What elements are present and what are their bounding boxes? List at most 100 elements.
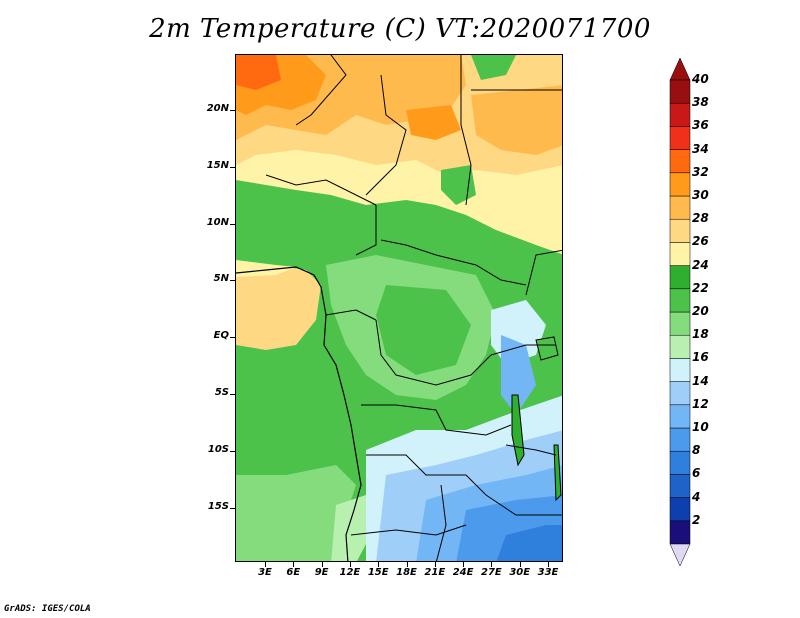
lon-tick bbox=[321, 562, 323, 567]
colorbar-label: 20 bbox=[692, 304, 709, 318]
lon-tick bbox=[463, 562, 465, 567]
colorbar-segment bbox=[669, 149, 691, 174]
region-26-28-gulf bbox=[236, 265, 321, 350]
lon-tick-label: 6E bbox=[286, 567, 301, 578]
colorbar-segment bbox=[669, 427, 691, 452]
colorbar-segment bbox=[669, 172, 691, 197]
lat-tick bbox=[230, 223, 235, 225]
lat-tick bbox=[230, 394, 235, 395]
lake-malawi bbox=[553, 444, 562, 502]
colorbar-segment bbox=[669, 126, 691, 150]
lat-tick bbox=[230, 337, 235, 339]
colorbar-segment bbox=[669, 404, 691, 429]
lat-tick-label: 5S bbox=[214, 387, 229, 398]
colorbar bbox=[669, 58, 691, 566]
region-green-ne-corner bbox=[471, 55, 516, 80]
lat-tick bbox=[230, 166, 235, 168]
lat-tick-label: 5N bbox=[213, 273, 229, 285]
lon-tick-label: 15E bbox=[367, 567, 389, 578]
colorbar-label: 26 bbox=[692, 234, 709, 249]
colorbar-label: 22 bbox=[692, 280, 709, 295]
lon-tick bbox=[406, 562, 408, 567]
region-34-36-nw bbox=[236, 55, 281, 90]
lon-tick-label: 21E bbox=[424, 567, 446, 578]
lon-tick bbox=[434, 562, 436, 567]
colorbar-label: 14 bbox=[692, 373, 709, 388]
lat-tick bbox=[230, 110, 235, 111]
lon-tick-label: 3E bbox=[258, 567, 272, 578]
colorbar-label: 4 bbox=[692, 489, 701, 504]
lon-tick-label: 12E bbox=[339, 567, 361, 578]
region-12-14-highlands bbox=[501, 335, 536, 415]
colorbar-label: 34 bbox=[692, 141, 709, 156]
lon-tick bbox=[293, 562, 295, 567]
lon-tick bbox=[265, 562, 266, 567]
colorbar-label: 36 bbox=[692, 118, 709, 133]
lon-tick bbox=[519, 562, 521, 567]
region-6-8-southeast bbox=[496, 525, 562, 561]
colorbar-segment bbox=[669, 311, 691, 336]
lon-tick-label: 30E bbox=[509, 567, 531, 578]
colorbar-segment bbox=[669, 102, 691, 127]
lake-victoria bbox=[535, 336, 559, 361]
colorbar-segment bbox=[669, 218, 691, 243]
colorbar-label: 10 bbox=[692, 420, 709, 434]
region-30-32-ne bbox=[471, 85, 562, 155]
colorbar-max-arrow bbox=[669, 58, 691, 81]
colorbar-segment bbox=[669, 381, 691, 406]
country-borders bbox=[265, 55, 562, 561]
colorbar-label: 38 bbox=[692, 95, 709, 110]
region-22-24-westafrica bbox=[236, 195, 386, 270]
colorbar-segment bbox=[669, 497, 691, 522]
lat-tick bbox=[230, 280, 235, 282]
region-32-34-patch bbox=[406, 105, 461, 140]
colorbar-label: 30 bbox=[692, 188, 709, 202]
colorbar-label: 6 bbox=[692, 466, 701, 481]
lat-tick-label: 20N bbox=[206, 103, 229, 114]
coastline-west-africa bbox=[236, 266, 362, 561]
colorbar-segment bbox=[669, 358, 691, 382]
lon-tick-label: 33E bbox=[537, 567, 559, 578]
lat-tick-label: 15N bbox=[206, 159, 229, 171]
region-22-24-congo-core bbox=[376, 285, 471, 375]
colorbar-segment bbox=[669, 450, 691, 475]
colorbar-label: 16 bbox=[692, 350, 709, 365]
lat-tick-label: 15S bbox=[207, 500, 229, 512]
lon-tick-label: 18E bbox=[396, 567, 417, 578]
colorbar-segment bbox=[669, 474, 691, 498]
lon-tick bbox=[378, 562, 380, 567]
colorbar-label: 8 bbox=[692, 443, 701, 458]
map-title: 2m Temperature (C) VT:2020071700 bbox=[149, 14, 651, 44]
temperature-map bbox=[235, 54, 563, 562]
region-18-20-coast bbox=[331, 495, 376, 561]
colorbar-segment bbox=[669, 265, 691, 290]
lat-tick bbox=[230, 507, 235, 509]
colorbar-segment bbox=[669, 334, 691, 359]
region-20-22-southatlantic bbox=[236, 465, 356, 561]
colorbar-label: 24 bbox=[692, 257, 709, 272]
colorbar-label: 2 bbox=[692, 512, 701, 527]
lat-tick-label: 10S bbox=[207, 443, 229, 455]
colorbar-segment bbox=[669, 242, 691, 266]
colorbar-label: 12 bbox=[692, 396, 709, 411]
lat-tick-label: EQ bbox=[213, 330, 229, 342]
lon-tick-label: 27E bbox=[481, 567, 502, 578]
lon-tick-label: 9E bbox=[314, 567, 329, 578]
colorbar-segment bbox=[669, 520, 691, 545]
lon-tick bbox=[548, 562, 549, 567]
lat-tick-label: 10N bbox=[206, 216, 229, 228]
lat-tick bbox=[230, 450, 235, 452]
grads-credit: GrADS: IGES/COLA bbox=[4, 604, 91, 614]
colorbar-min-arrow bbox=[669, 543, 691, 566]
lon-tick bbox=[491, 562, 493, 567]
colorbar-segment bbox=[669, 288, 691, 313]
colorbar-segment bbox=[669, 79, 691, 104]
colorbar-label: 32 bbox=[692, 164, 709, 179]
colorbar-label: 40 bbox=[692, 72, 709, 86]
region-24-26-coastal bbox=[236, 260, 296, 277]
temperature-field bbox=[236, 55, 562, 561]
colorbar-label: 28 bbox=[692, 211, 709, 226]
colorbar-segment bbox=[669, 195, 691, 220]
lon-tick bbox=[349, 562, 351, 567]
lon-tick-label: 24E bbox=[452, 567, 474, 578]
